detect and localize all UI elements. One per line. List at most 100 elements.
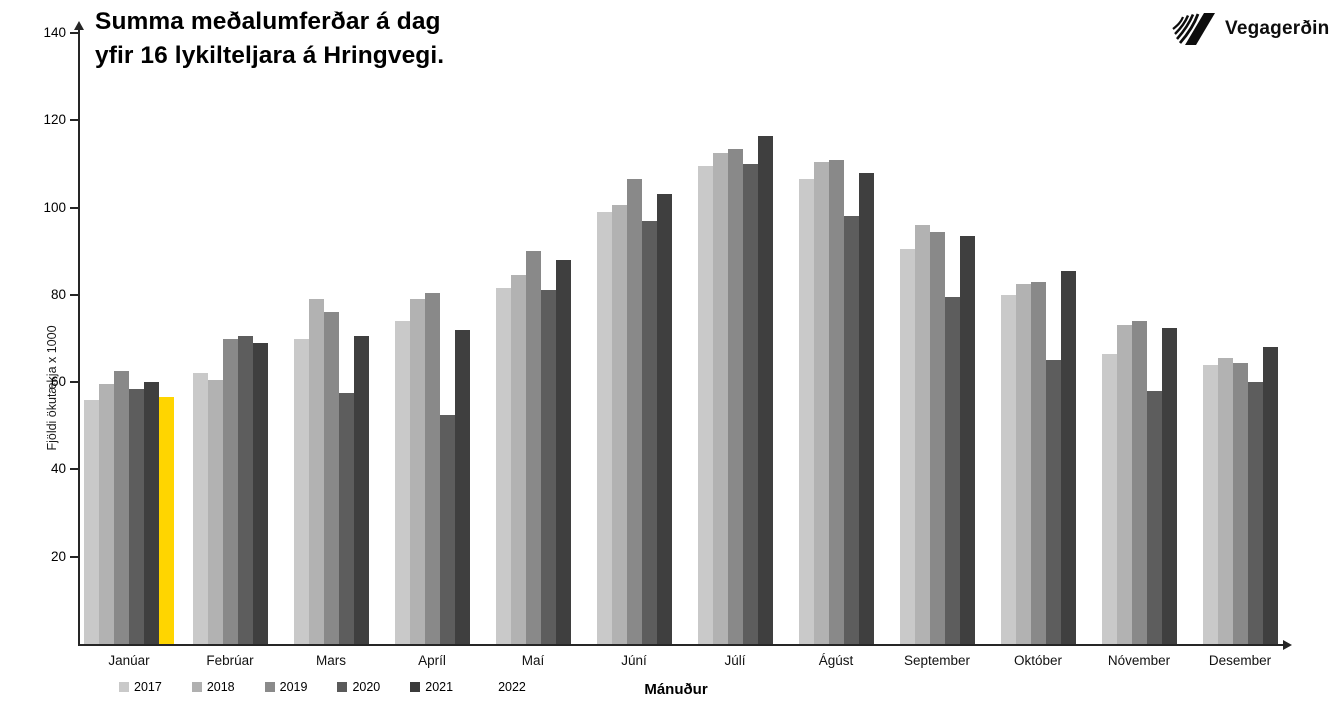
bar-2017-Desember [1202,364,1218,644]
bar-2021-Júní [656,194,672,644]
chart-legend: 2017 2018 2019 2020 2021 2022 [119,680,526,694]
legend-label-2019: 2019 [279,680,308,694]
bar-2019-Mars [323,312,339,644]
bar-2019-Febrúar [222,338,238,644]
legend-item-2021: 2021 [410,680,453,694]
bar-2018-Mars [308,299,324,644]
legend-label-2022: 2022 [498,680,526,694]
legend-swatch-2019 [264,682,275,692]
x-tick-label-Október: Október [1013,653,1063,668]
legend-swatch-2022 [483,682,493,692]
bar-2020-Nóvember [1146,390,1162,644]
bar-2020-Maí [540,290,556,644]
bar-2021-Mars [353,336,369,644]
bar-2022-Janúar [159,397,174,644]
legend-item-2022: 2022 [483,680,526,694]
x-tick-label-Júní: Júní [621,653,647,668]
legend-label-2020: 2020 [352,680,381,694]
bar-2017-September [899,249,915,644]
bar-2020-Mars [338,393,354,644]
bar-2021-Janúar [144,382,159,644]
bar-2017-Febrúar [192,373,208,644]
bar-2021-September [959,235,975,644]
bar-2018-Júní [611,205,627,644]
legend-swatch-2021 [410,682,421,692]
bar-2017-Október [1000,294,1016,644]
bar-2021-Nóvember [1161,327,1177,644]
bar-2020-Október [1045,360,1061,644]
bar-2020-Ágúst [843,216,859,644]
bar-2017-Janúar [84,399,99,644]
y-tick-label-120: 120 [43,112,66,128]
y-tick-mark-40 [70,468,78,471]
bar-2020-Júní [641,220,657,644]
bar-2017-Mars [293,338,309,644]
bar-2019-September [929,231,945,644]
bar-2019-Júlí [727,148,743,644]
bar-2021-Apríl [454,329,470,644]
y-tick-mark-100 [70,206,78,209]
legend-item-2018: 2018 [191,680,235,694]
y-tick-label-100: 100 [43,199,66,215]
bar-2020-Janúar [129,388,144,644]
bar-2020-Júlí [742,163,758,644]
x-tick-label-Janúar: Janúar [108,653,150,668]
bar-2018-Apríl [409,299,425,644]
y-tick-label-20: 20 [50,548,66,564]
x-tick-label-Apríl: Apríl [418,653,446,668]
y-tick-mark-60 [70,381,78,384]
y-tick-mark-140 [70,32,78,34]
legend-swatch-2017 [119,682,129,692]
bar-2017-Júlí [697,166,713,644]
bar-2021-Maí [555,259,571,644]
bar-2018-Janúar [99,384,114,644]
vegagerdin-logo-text: Vegagerðin [1225,18,1330,39]
x-tick-label-Desember: Desember [1208,653,1272,668]
x-axis [78,644,1284,646]
legend-label-2018: 2018 [206,680,235,694]
bar-2021-Febrúar [252,342,268,644]
bar-2021-Október [1060,270,1076,644]
bar-2020-September [944,297,960,644]
legend-swatch-2020 [337,682,348,692]
bar-2017-Nóvember [1101,353,1117,644]
y-axis-arrow-icon [74,21,84,30]
x-tick-label-Nóvember: Nóvember [1107,653,1171,668]
bar-2018-Ágúst [813,161,829,644]
bar-2018-September [914,225,930,644]
y-tick-mark-120 [70,119,78,122]
vegagerdin-logo: Vegagerðin [1168,10,1329,48]
bar-2020-Desember [1247,382,1263,644]
legend-swatch-2018 [191,682,202,692]
bar-2018-Desember [1217,358,1233,644]
bar-2019-Júní [626,179,642,644]
chart-title: Summa meðalumferðar á dag yfir 16 lykilt… [95,5,444,73]
bar-2017-Ágúst [798,179,814,644]
x-tick-label-Febrúar: Febrúar [206,653,254,668]
y-tick-mark-80 [70,293,78,296]
legend-item-2020: 2020 [337,680,380,694]
x-axis-title: Mánuður [644,681,708,698]
bar-2019-Nóvember [1131,321,1147,644]
bar-2018-Nóvember [1116,325,1132,644]
y-tick-label-80: 80 [50,286,66,302]
bar-2019-Apríl [424,292,440,644]
bar-2018-Júlí [712,153,728,644]
bar-2019-Maí [525,251,541,644]
legend-item-2019: 2019 [264,680,308,694]
bar-2020-Febrúar [237,336,253,644]
bar-2021-Ágúst [858,172,874,644]
bar-2017-Júní [596,211,612,644]
legend-item-2017: 2017 [119,680,162,694]
x-axis-arrow-icon [1283,640,1292,650]
bar-2018-Febrúar [207,379,223,644]
bar-2019-Ágúst [828,159,844,644]
bar-2019-Janúar [114,371,129,644]
y-tick-label-60: 60 [50,374,66,390]
vegagerdin-logo-icon [1172,13,1215,45]
bar-2020-Apríl [439,414,455,644]
y-axis [78,30,80,645]
x-tick-label-Júlí: Júlí [724,653,746,668]
bar-2019-Október [1030,281,1046,644]
